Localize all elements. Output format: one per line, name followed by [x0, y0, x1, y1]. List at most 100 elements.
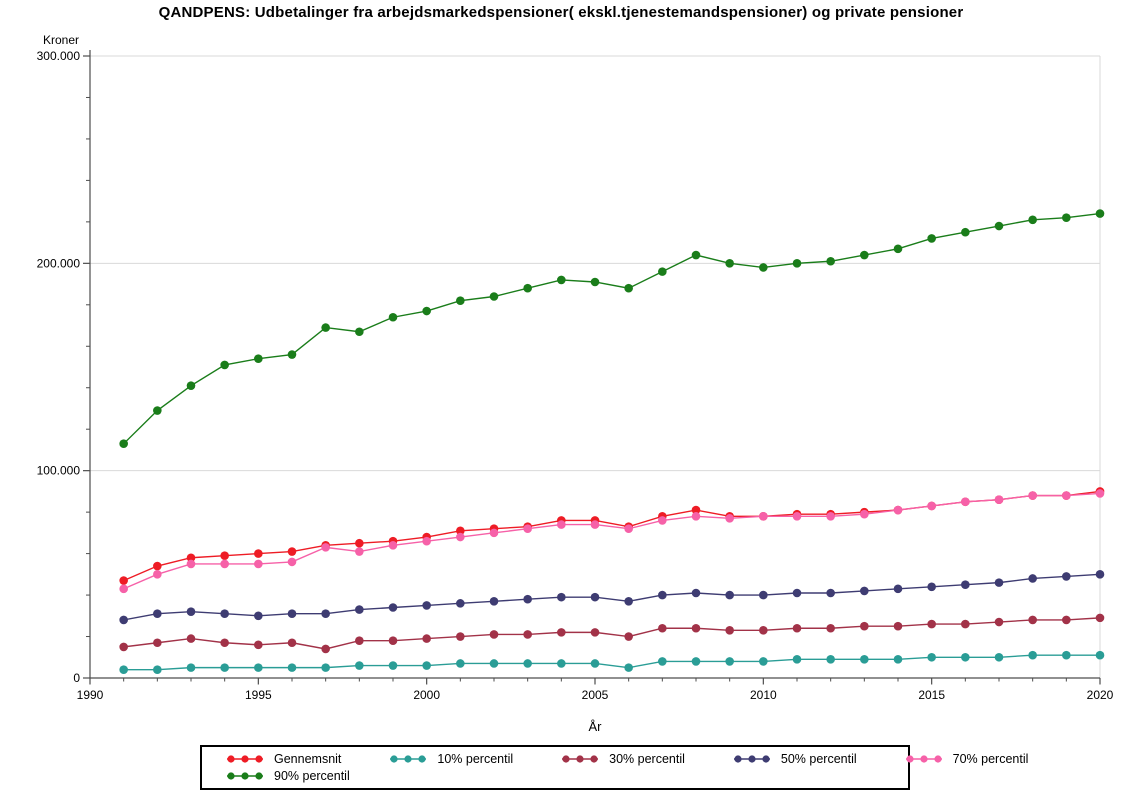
data-point [1062, 650, 1071, 660]
data-point [355, 661, 364, 670]
legend-item: 50% percentil [731, 752, 857, 766]
data-point [489, 630, 499, 639]
data-point [961, 580, 970, 589]
data-point [759, 263, 768, 272]
data-point [1028, 574, 1037, 583]
data-point [153, 406, 162, 415]
data-point [691, 505, 701, 515]
data-point [119, 584, 128, 594]
data-point [186, 634, 196, 643]
data-point [456, 532, 465, 542]
legend-item-label: 30% percentil [609, 751, 685, 766]
data-point [590, 277, 600, 287]
data-point [321, 323, 330, 332]
data-point [624, 283, 633, 293]
legend-item: 10% percentil [387, 752, 513, 766]
data-point [725, 590, 734, 600]
data-point [624, 632, 633, 641]
legend-item-label: 70% percentil [952, 751, 1029, 766]
legend-item: 90% percentil [224, 769, 350, 783]
data-point [287, 638, 297, 648]
data-point [489, 292, 499, 301]
data-point [792, 623, 802, 633]
data-point [388, 636, 398, 645]
data-point [388, 661, 398, 670]
data-point [759, 657, 768, 666]
y-tick-label: 100.000 [37, 464, 81, 478]
data-point [119, 576, 128, 585]
legend-item-label: 90% percentil [274, 768, 350, 783]
data-point [759, 626, 768, 635]
data-point [254, 611, 263, 621]
y-tick-label: 200.000 [37, 256, 81, 270]
data-point [153, 570, 162, 579]
data-point [1095, 209, 1105, 218]
data-point [961, 227, 970, 237]
data-point [826, 623, 835, 633]
data-point [523, 594, 532, 604]
data-point [826, 588, 835, 598]
data-point [287, 547, 297, 556]
data-point [658, 267, 667, 276]
data-point [153, 609, 162, 619]
data-point [456, 599, 465, 608]
data-point [557, 592, 566, 602]
data-point [927, 501, 936, 511]
data-point [254, 354, 263, 364]
data-point [1062, 491, 1071, 500]
data-point [422, 601, 431, 610]
data-point [287, 609, 297, 619]
data-point [725, 259, 734, 268]
data-point [153, 665, 162, 675]
data-point [557, 520, 566, 529]
data-point [422, 536, 431, 546]
data-point [254, 640, 263, 650]
legend-series-marker-icon [733, 754, 770, 763]
data-point [388, 312, 398, 322]
series-line-50-percentil [123, 573, 1101, 621]
data-point [725, 626, 734, 635]
data-point [422, 634, 431, 643]
data-point [1095, 489, 1105, 498]
x-axis-label: År [588, 719, 602, 734]
data-point [860, 250, 869, 260]
legend-series-marker-icon [227, 754, 263, 763]
data-point [1028, 615, 1037, 625]
data-point [220, 551, 229, 560]
series-line-10-percentil [123, 654, 1100, 671]
data-point [994, 617, 1004, 627]
data-point [456, 659, 465, 668]
data-point [826, 256, 835, 266]
data-point [220, 559, 229, 569]
series-line-gennemsnit [123, 490, 1101, 582]
data-point [927, 619, 936, 629]
chart-title: QANDPENS: Udbetalinger fra arbejdsmarked… [158, 4, 964, 21]
data-point [658, 590, 667, 600]
data-point [388, 603, 398, 612]
data-point [590, 592, 600, 602]
data-point [220, 638, 229, 648]
data-point [153, 638, 162, 648]
data-point [254, 663, 263, 672]
legend-box: Gennemsnit 10% percentil 30% percentil 50% … [200, 745, 1028, 790]
data-point [456, 526, 465, 536]
x-tick-label: 2015 [918, 688, 945, 702]
data-point [759, 590, 768, 600]
data-point [624, 663, 633, 672]
data-point [287, 350, 297, 359]
data-point [119, 439, 128, 449]
data-point [826, 511, 835, 521]
data-point [994, 652, 1004, 662]
data-point [725, 514, 734, 523]
data-point [355, 538, 364, 548]
data-point [590, 659, 600, 668]
data-point [893, 505, 903, 515]
data-point [321, 663, 330, 672]
data-point [994, 578, 1004, 587]
data-point [893, 584, 903, 594]
data-point [186, 663, 196, 672]
data-point [456, 632, 465, 641]
legend-series-marker-icon [562, 754, 599, 763]
data-point [355, 605, 364, 614]
